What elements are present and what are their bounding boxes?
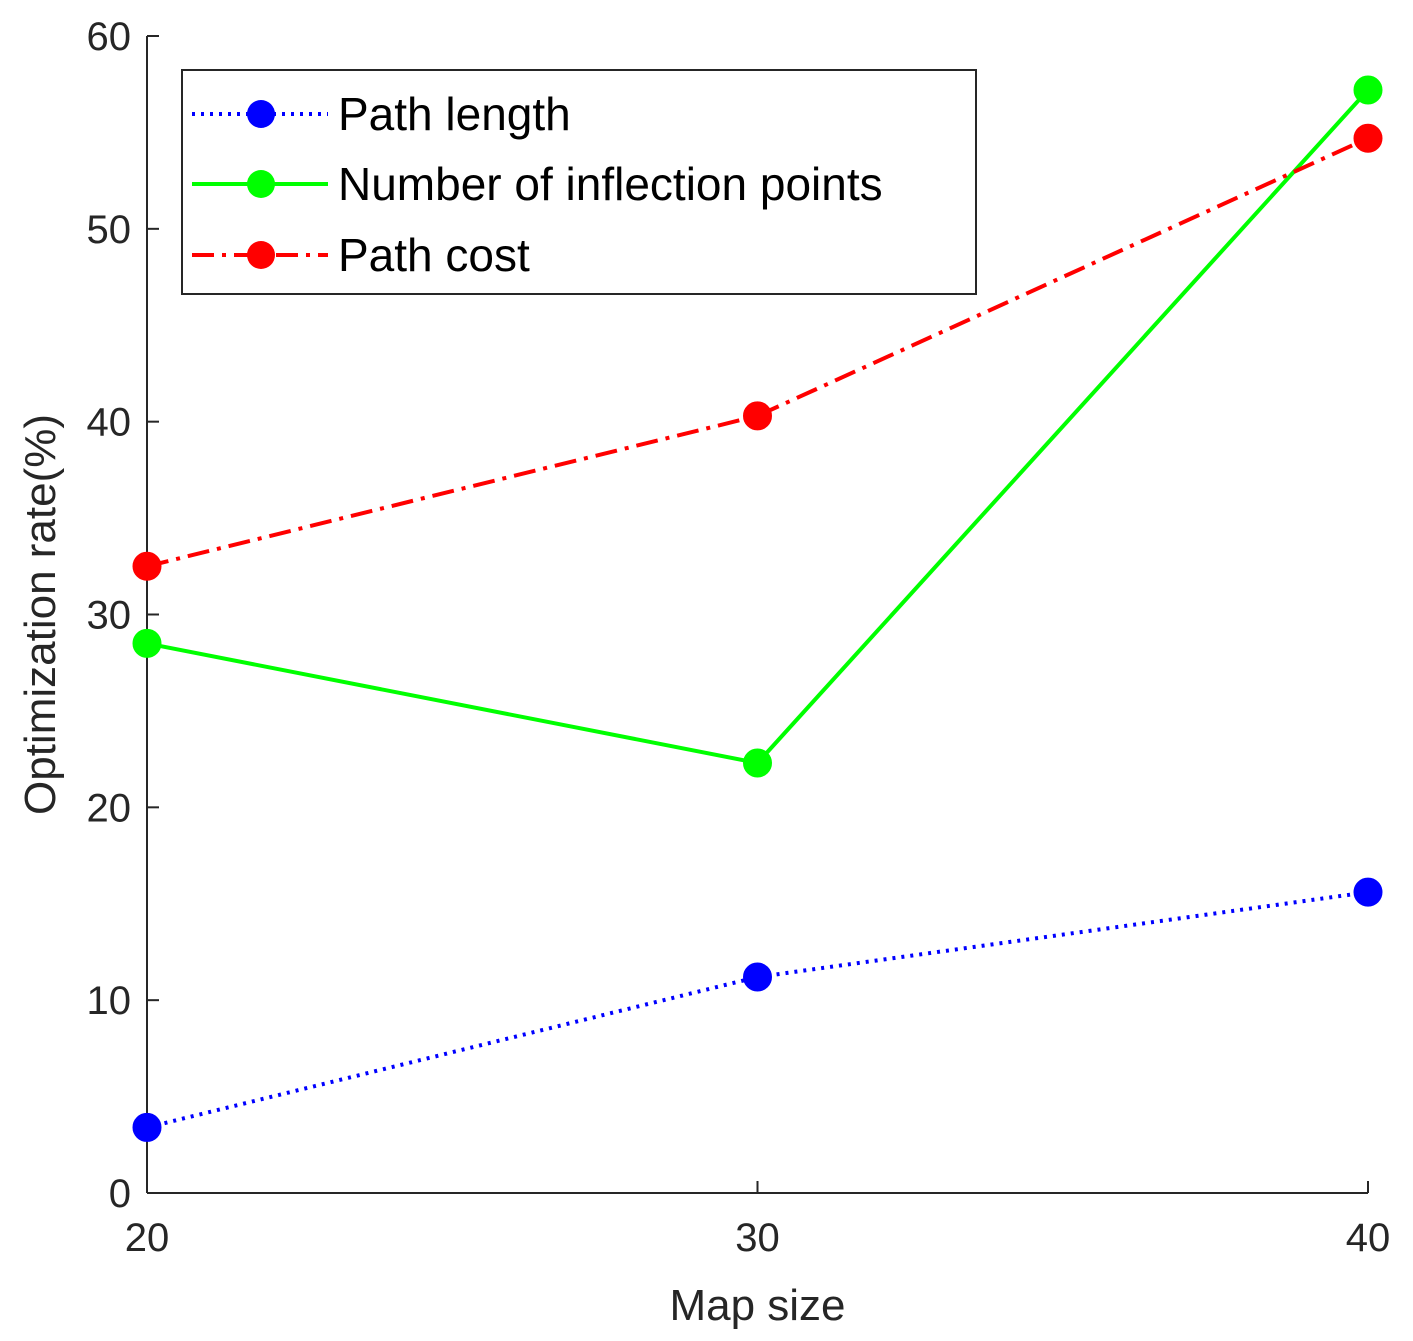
y-tick-label: 20 <box>87 786 132 830</box>
data-point <box>132 628 162 658</box>
data-point <box>1353 75 1383 105</box>
legend-marker-0 <box>247 100 275 128</box>
legend: Path length Number of inflection points Pa… <box>181 69 977 295</box>
series-line-0 <box>146 890 1369 1130</box>
legend-label-0: Path length <box>338 88 571 140</box>
y-axis-title: Optimization rate(%) <box>16 414 65 815</box>
legend-marker-1 <box>247 170 275 198</box>
x-tick-label: 30 <box>735 1216 780 1260</box>
y-tick-label: 30 <box>87 594 132 638</box>
y-tick-label: 0 <box>109 1172 131 1216</box>
x-axis-title: Map size <box>669 1281 845 1330</box>
y-tick-label: 50 <box>87 208 132 252</box>
data-point <box>132 1112 162 1142</box>
data-point <box>743 401 772 431</box>
data-point <box>1353 877 1383 907</box>
axes: 0 10 20 30 40 50 60 20 30 40 <box>87 15 1391 1260</box>
legend-marker-2 <box>247 241 275 269</box>
series-layer <box>132 75 1383 1142</box>
data-point <box>132 551 162 581</box>
y-tick-label: 10 <box>87 979 132 1023</box>
data-point <box>743 962 772 992</box>
legend-label-2: Path cost <box>338 229 530 281</box>
data-point <box>1353 123 1383 153</box>
y-tick-label: 60 <box>87 15 132 59</box>
data-point <box>743 748 772 778</box>
y-tick-label: 40 <box>87 401 132 445</box>
x-tick-label: 20 <box>125 1216 170 1260</box>
x-tick-label: 40 <box>1346 1216 1391 1260</box>
legend-label-1: Number of inflection points <box>338 158 883 210</box>
